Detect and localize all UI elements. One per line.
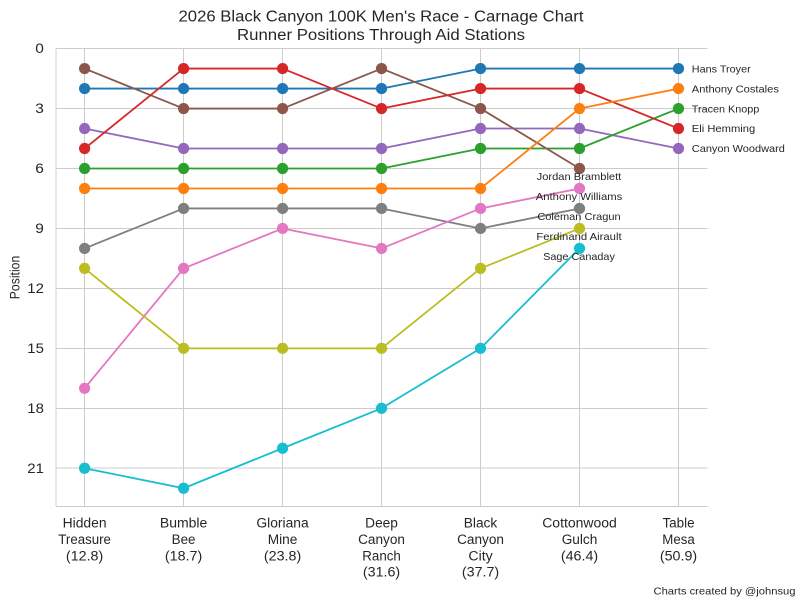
svg-text:(31.6): (31.6) — [363, 565, 400, 580]
svg-text:Charts created by @johnsug: Charts created by @johnsug — [654, 587, 796, 598]
svg-text:Cottonwood: Cottonwood — [542, 516, 617, 531]
svg-text:6: 6 — [35, 161, 44, 176]
svg-text:9: 9 — [35, 221, 44, 236]
svg-text:21: 21 — [27, 461, 44, 476]
svg-text:(23.8): (23.8) — [264, 548, 301, 563]
svg-text:Ferdinand Airault: Ferdinand Airault — [536, 232, 621, 243]
svg-text:(18.7): (18.7) — [165, 548, 202, 563]
svg-text:City: City — [468, 548, 493, 563]
svg-text:Gloriana: Gloriana — [256, 516, 309, 531]
svg-text:Treasure: Treasure — [58, 532, 111, 547]
svg-text:Canyon: Canyon — [358, 532, 405, 547]
svg-text:Coleman Cragun: Coleman Cragun — [537, 212, 621, 223]
svg-text:3: 3 — [35, 101, 44, 116]
svg-text:(37.7): (37.7) — [462, 565, 499, 580]
svg-text:(50.9): (50.9) — [660, 548, 697, 563]
svg-text:Hans Troyer: Hans Troyer — [692, 64, 751, 75]
svg-text:Tracen Knopp: Tracen Knopp — [692, 104, 760, 115]
svg-text:Anthony Costales: Anthony Costales — [692, 84, 779, 95]
svg-text:Jordan Bramblett: Jordan Bramblett — [537, 172, 622, 183]
svg-text:Sage Canaday: Sage Canaday — [543, 252, 616, 263]
svg-text:15: 15 — [27, 341, 44, 356]
svg-text:Mesa: Mesa — [662, 532, 695, 547]
svg-text:Deep: Deep — [365, 516, 398, 531]
svg-text:Hidden: Hidden — [63, 516, 107, 531]
svg-text:(46.4): (46.4) — [561, 548, 598, 563]
svg-text:0: 0 — [35, 41, 44, 56]
svg-text:Gulch: Gulch — [562, 532, 598, 547]
svg-text:2026 Black Canyon 100K Men's R: 2026 Black Canyon 100K Men's Race - Carn… — [179, 9, 585, 26]
svg-text:Canyon Woodward: Canyon Woodward — [692, 144, 785, 155]
svg-text:Eli Hemming: Eli Hemming — [692, 124, 756, 135]
svg-text:Runner Positions Through Aid S: Runner Positions Through Aid Stations — [237, 27, 525, 44]
svg-text:Position: Position — [7, 256, 22, 300]
svg-text:Ranch: Ranch — [362, 548, 401, 563]
svg-text:Black: Black — [464, 516, 498, 531]
svg-text:(12.8): (12.8) — [66, 548, 103, 563]
svg-text:Mine: Mine — [268, 532, 298, 547]
svg-text:Table: Table — [662, 516, 694, 531]
svg-text:Bumble: Bumble — [160, 516, 207, 531]
svg-text:12: 12 — [27, 281, 44, 296]
svg-text:Bee: Bee — [172, 532, 196, 547]
svg-text:Canyon: Canyon — [457, 532, 504, 547]
svg-text:18: 18 — [27, 401, 44, 416]
svg-text:Anthony Williams: Anthony Williams — [536, 192, 623, 203]
